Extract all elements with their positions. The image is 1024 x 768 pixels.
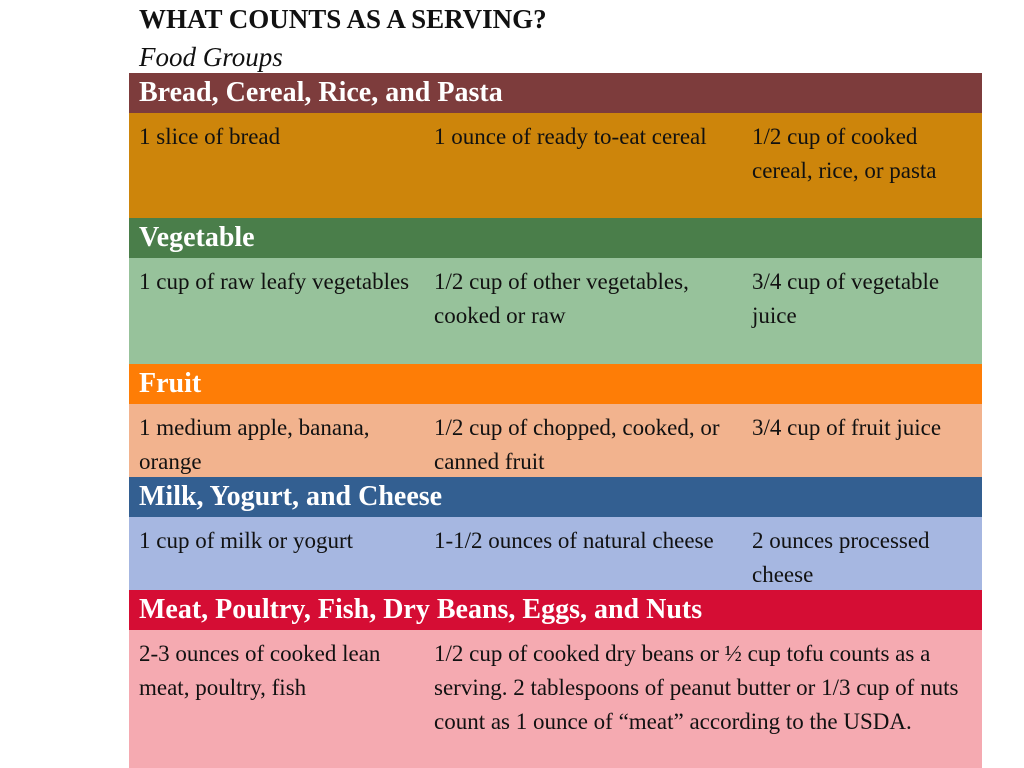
serving-cell: 1-1/2 ounces of natural cheese — [434, 528, 714, 553]
serving-table: Bread, Cereal, Rice, and Pasta 1 slice o… — [129, 73, 982, 768]
page-title: WHAT COUNTS AS A SERVING? — [139, 4, 547, 34]
serving-cell: 1 cup of raw leafy vegetables — [139, 269, 410, 294]
page-subtitle: Food Groups — [139, 42, 283, 72]
group-row-meat: 2-3 ounces of cooked lean meat, poultry,… — [129, 630, 982, 768]
group-header-milk: Milk, Yogurt, and Cheese — [129, 477, 982, 517]
group-row-fruit: 1 medium apple, banana, orange 1/2 cup o… — [129, 404, 982, 477]
serving-cell: 1/2 cup of chopped, cooked, or canned fr… — [434, 415, 720, 474]
serving-cell: 3/4 cup of fruit juice — [752, 415, 942, 440]
serving-cell: 1/2 cup of other vegetables, cooked or r… — [434, 269, 689, 328]
group-row-milk: 1 cup of milk or yogurt 1-1/2 ounces of … — [129, 517, 982, 590]
serving-cell: 1/2 cup of cooked dry beans or ½ cup tof… — [434, 641, 959, 734]
group-row-bread: 1 slice of bread 1 ounce of ready to-eat… — [129, 113, 982, 218]
group-header-vegetable: Vegetable — [129, 218, 982, 258]
serving-cell: 2-3 ounces of cooked lean meat, poultry,… — [139, 641, 381, 700]
serving-cell: 1 cup of milk or yogurt — [139, 528, 353, 553]
group-row-vegetable: 1 cup of raw leafy vegetables 1/2 cup of… — [129, 258, 982, 364]
serving-cell: 1 medium apple, banana, orange — [139, 415, 370, 474]
group-header-fruit: Fruit — [129, 364, 982, 404]
serving-cell: 3/4 cup of vegetable juice — [752, 269, 940, 328]
serving-cell: 1/2 cup of cooked cereal, rice, or pasta — [752, 124, 937, 183]
serving-cell: 2 ounces processed cheese — [752, 528, 930, 587]
group-header-bread: Bread, Cereal, Rice, and Pasta — [129, 73, 982, 113]
serving-cell: 1 slice of bread — [139, 124, 281, 149]
serving-cell: 1 ounce of ready to-eat cereal — [434, 124, 707, 149]
group-header-meat: Meat, Poultry, Fish, Dry Beans, Eggs, an… — [129, 590, 982, 630]
